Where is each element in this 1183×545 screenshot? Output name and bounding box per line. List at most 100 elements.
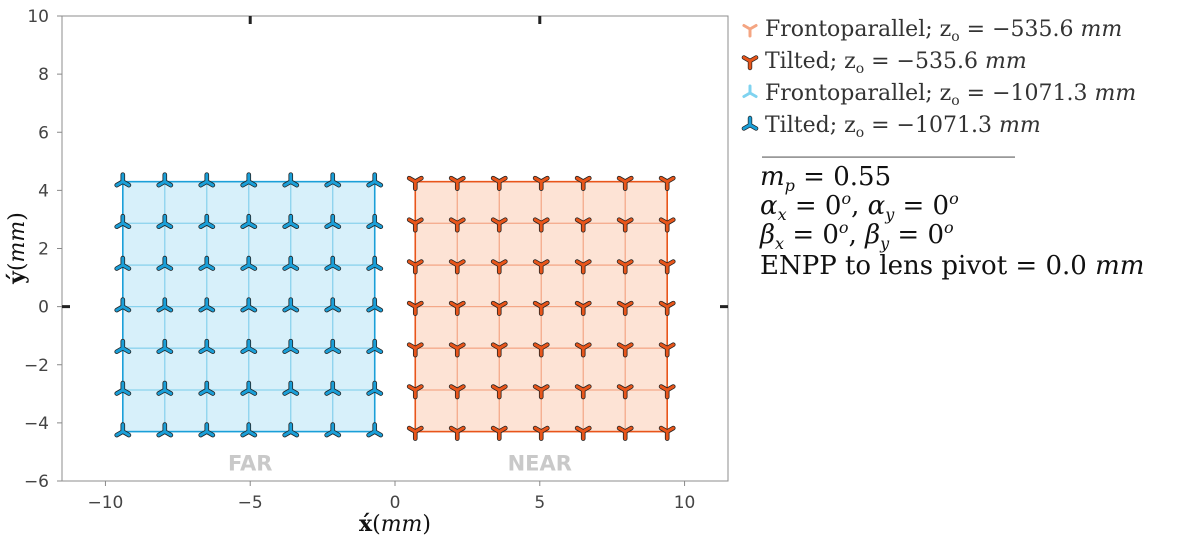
data-point <box>659 218 675 232</box>
legend-text-part: z <box>940 17 952 42</box>
legend-text-part: mm <box>1074 17 1123 42</box>
x-axis-label: x́(mm) <box>359 511 431 537</box>
x-tick-label: 10 <box>674 493 696 513</box>
data-point <box>407 218 423 232</box>
legend-marker <box>742 116 758 130</box>
data-point <box>367 256 383 271</box>
data-point <box>407 301 423 316</box>
data-point <box>157 423 173 437</box>
param-beta-y-deg: o <box>944 218 954 237</box>
legend-text-part: = −1071.3 <box>864 113 992 138</box>
data-point <box>325 381 341 396</box>
legend-text-part: z <box>844 49 856 74</box>
y-tick-label: −2 <box>24 356 49 376</box>
data-point <box>491 343 507 357</box>
data-point <box>283 423 299 437</box>
data-point <box>367 381 383 396</box>
legend-marker <box>742 84 758 98</box>
param-beta-x-eq: = 0 <box>784 220 839 250</box>
data-point <box>449 343 465 357</box>
legend-marker <box>742 24 758 38</box>
data-point <box>367 423 383 437</box>
x-axis-label-unit-mm: mm <box>381 512 423 537</box>
legend-text-part: o <box>951 29 959 45</box>
data-point <box>617 426 633 441</box>
y-tick-label: 4 <box>38 181 49 201</box>
data-point <box>449 301 465 316</box>
data-point <box>241 423 257 437</box>
param-mp-sub: p <box>785 176 795 195</box>
data-point <box>407 260 423 274</box>
legend-entry: Tilted; zo = −1071.3 mm <box>765 113 1041 141</box>
data-point <box>157 298 173 312</box>
x-axis-label-symbol: x́ <box>359 511 373 537</box>
data-point <box>491 176 507 191</box>
x-tick-label: −5 <box>238 493 263 513</box>
x-axis-label-close: ) <box>422 512 431 537</box>
data-point <box>407 385 423 399</box>
data-point <box>199 214 215 229</box>
param-mp-symbol: m <box>760 162 785 192</box>
param-alpha-y-eq: = 0 <box>894 191 949 221</box>
x-axis-label-unit: ( <box>372 512 381 537</box>
data-point <box>199 423 215 437</box>
legend-text-part: ; <box>830 113 844 138</box>
y-tick-label: 8 <box>38 65 49 85</box>
data-point <box>241 381 257 396</box>
y-tick-label: 10 <box>27 7 49 27</box>
data-point <box>325 173 341 187</box>
data-point <box>491 218 507 232</box>
y-axis-label-unit-mm: mm <box>5 221 30 263</box>
data-point <box>659 385 675 399</box>
data-point <box>659 260 675 274</box>
param-alpha-x-eq: = 0 <box>787 191 842 221</box>
param-alpha-y: α <box>868 191 886 221</box>
param-mp-value: 0.55 <box>833 162 891 192</box>
param-alpha-x-sub: x <box>778 205 787 224</box>
legend-text-part: ; <box>830 49 844 74</box>
data-point <box>491 426 507 441</box>
data-point <box>367 339 383 354</box>
data-point <box>449 385 465 399</box>
y-axis-ticks: −6 −4 −2 0 2 4 6 8 10 <box>24 7 62 492</box>
data-point <box>575 426 591 441</box>
data-point <box>575 301 591 316</box>
param-alpha: αx = 0o, αy = 0o <box>760 189 959 224</box>
data-point <box>283 298 299 312</box>
data-point <box>115 423 131 437</box>
data-point <box>533 176 549 191</box>
param-beta-y: β <box>864 220 880 250</box>
data-point <box>157 339 173 354</box>
data-point <box>157 173 173 187</box>
data-point <box>659 343 675 357</box>
data-point <box>283 339 299 354</box>
data-point <box>407 343 423 357</box>
data-point <box>367 173 383 187</box>
param-enpp-value: 0.0 <box>1045 251 1086 281</box>
y-tick-label: 6 <box>38 123 49 143</box>
data-point <box>199 256 215 271</box>
x-axis-ticks: −10 −5 0 5 10 <box>87 481 695 513</box>
y-tick-label: 2 <box>38 240 49 260</box>
param-alpha-comma: , <box>851 191 868 221</box>
data-point <box>325 298 341 312</box>
data-point <box>617 385 633 399</box>
data-point <box>157 256 173 271</box>
x-tick-label: 5 <box>534 493 545 513</box>
legend-text-part: Tilted <box>765 113 830 138</box>
legend-text-part: z <box>844 113 856 138</box>
legend-marker <box>742 56 758 70</box>
data-point <box>115 256 131 271</box>
data-point <box>283 173 299 187</box>
legend-text-part: o <box>856 61 864 77</box>
legend-text-part: mm <box>992 113 1041 138</box>
y-axis-label: ý(mm) <box>4 212 30 285</box>
y-axis-label-symbol: ý <box>4 270 30 285</box>
data-point <box>491 385 507 399</box>
param-mp: mp = 0.55 <box>760 162 891 195</box>
data-point <box>533 343 549 357</box>
legend-text-part: Frontoparallel <box>765 81 925 106</box>
param-enpp-eq: = <box>1007 251 1045 281</box>
data-point <box>283 256 299 271</box>
